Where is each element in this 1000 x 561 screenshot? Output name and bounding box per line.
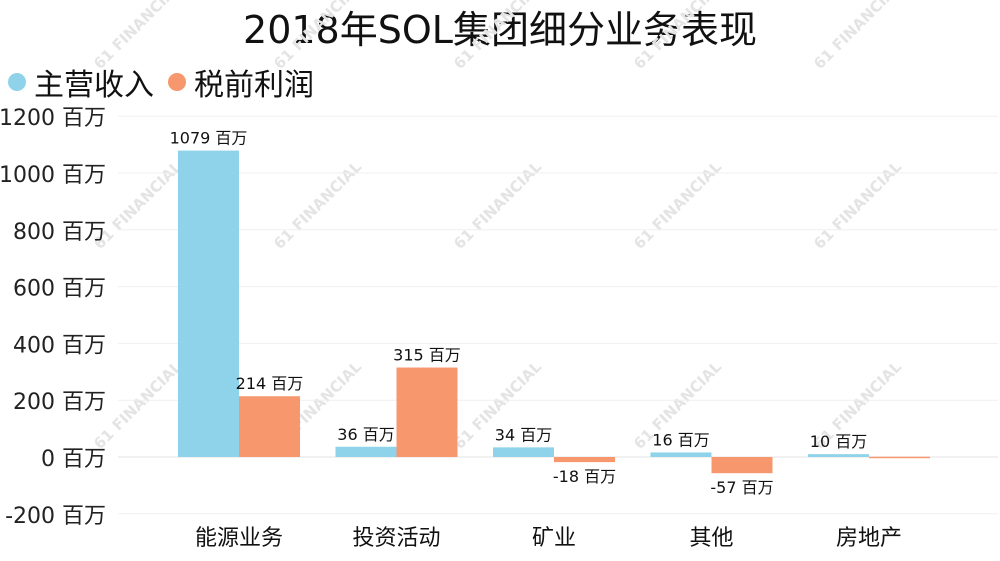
legend: 主营收入 税前利润 <box>8 60 328 104</box>
bar-profit[interactable] <box>396 367 458 457</box>
data-label: -57 百万 <box>710 478 773 497</box>
data-label: 315 百万 <box>393 346 461 365</box>
y-tick-label: 0 百万 <box>41 447 106 472</box>
data-label: 1079 百万 <box>170 129 248 148</box>
y-tick-label: 800 百万 <box>13 220 106 245</box>
y-tick-label: 600 百万 <box>13 277 106 302</box>
bar-revenue[interactable] <box>808 454 869 457</box>
legend-item-revenue[interactable]: 主营收入 <box>8 60 154 104</box>
y-tick-label: 1000 百万 <box>0 163 106 188</box>
data-label: 16 百万 <box>652 430 709 449</box>
x-tick-label: 矿业 <box>532 526 576 551</box>
data-label: 36 百万 <box>337 425 394 444</box>
data-label: -18 百万 <box>553 467 616 486</box>
legend-item-profit[interactable]: 税前利润 <box>168 60 314 104</box>
x-tick-label: 其他 <box>689 526 733 551</box>
x-tick-label: 投资活动 <box>352 526 440 551</box>
legend-label-revenue: 主营收入 <box>34 68 154 103</box>
y-tick-label: 1200 百万 <box>0 106 106 131</box>
watermark-text: 61 FINANCIAL <box>630 157 725 252</box>
chart-title: 2018年SOL集团细分业务表现 <box>243 8 757 52</box>
legend-marker-revenue <box>8 73 26 91</box>
watermark-text: 61 FINANCIAL <box>270 0 365 73</box>
bar-revenue[interactable] <box>493 447 554 457</box>
bar-profit[interactable] <box>239 396 300 457</box>
bar-revenue[interactable] <box>335 446 397 457</box>
data-label: 10 百万 <box>810 432 867 451</box>
watermark-text: 61 FINANCIAL <box>630 0 725 73</box>
bar-revenue[interactable] <box>650 452 712 457</box>
bar-profit[interactable] <box>554 457 615 463</box>
data-label: 34 百万 <box>495 425 552 444</box>
x-tick-label: 房地产 <box>836 526 902 551</box>
bar-profit[interactable] <box>711 457 773 474</box>
legend-marker-profit <box>168 73 186 91</box>
bar-revenue[interactable] <box>178 150 239 457</box>
watermark-text: 61 FINANCIAL <box>450 157 545 252</box>
watermark-text: 61 FINANCIAL <box>810 157 905 252</box>
watermark-text: 61 FINANCIAL <box>90 0 185 73</box>
bar-profit[interactable] <box>869 456 930 459</box>
y-tick-label: 200 百万 <box>13 390 106 415</box>
watermark-text: 61 FINANCIAL <box>450 0 545 73</box>
data-label: 214 百万 <box>236 374 304 393</box>
x-tick-label: 能源业务 <box>195 526 283 551</box>
y-tick-label: 400 百万 <box>13 333 106 358</box>
y-tick-label: -200 百万 <box>5 504 106 529</box>
watermark-text: 61 FINANCIAL <box>270 157 365 252</box>
watermark-text: 61 FINANCIAL <box>810 0 905 73</box>
legend-label-profit: 税前利润 <box>194 68 314 103</box>
